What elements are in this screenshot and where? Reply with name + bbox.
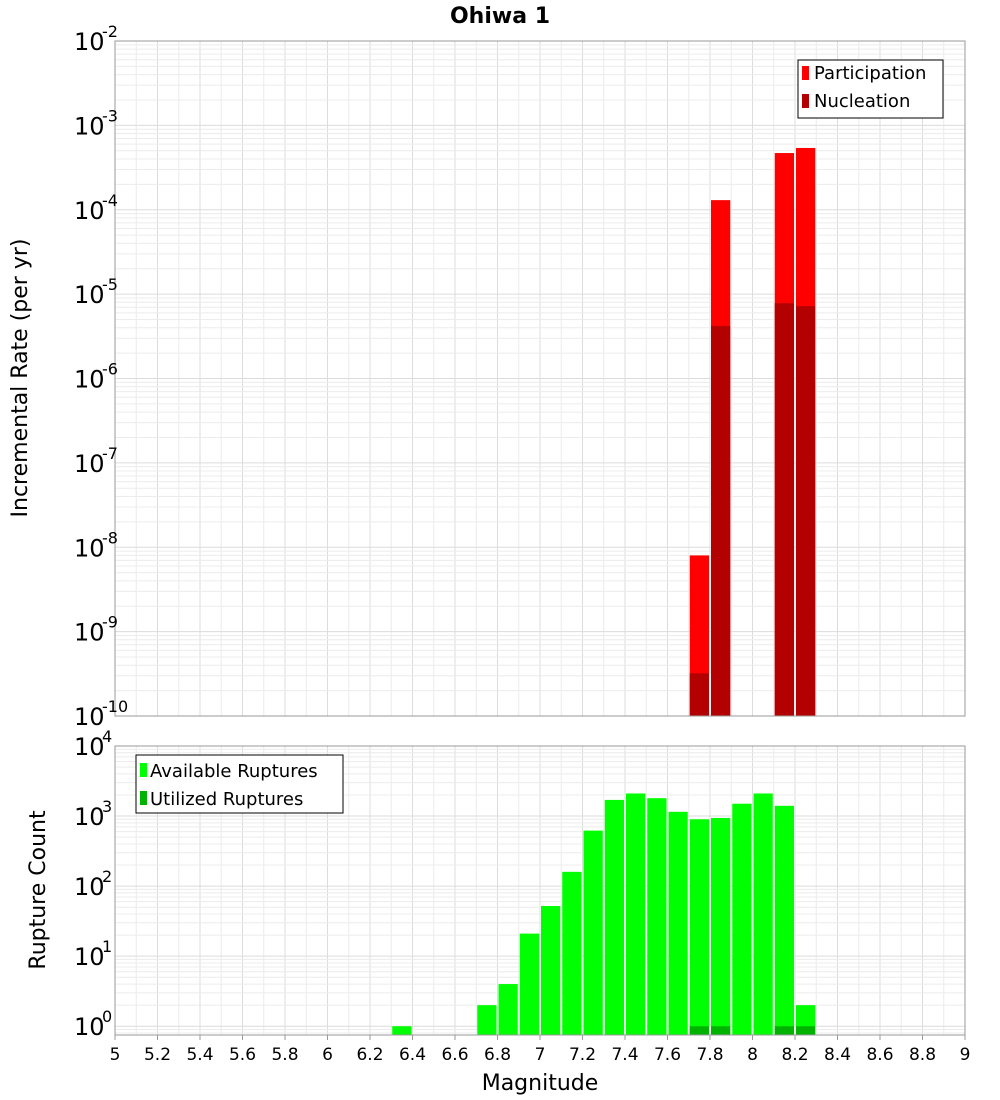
x-tick-label: 7.6 bbox=[654, 1045, 681, 1065]
x-tick-label: 6.6 bbox=[441, 1045, 468, 1065]
bar-utilized-ruptures bbox=[689, 1026, 709, 1035]
bar-available-ruptures bbox=[647, 798, 667, 1035]
bar-available-ruptures bbox=[732, 803, 752, 1035]
y-tick-exponent: -6 bbox=[102, 360, 118, 379]
x-tick-label: 7 bbox=[535, 1045, 546, 1065]
x-tick-label: 9 bbox=[960, 1045, 971, 1065]
y-tick-label: 10 bbox=[74, 281, 105, 309]
rate-legend: Participation Nucleation bbox=[797, 59, 944, 119]
x-tick-label: 6.8 bbox=[484, 1045, 511, 1065]
y-tick-label: 10 bbox=[74, 1013, 105, 1041]
y-tick-exponent: 2 bbox=[102, 867, 112, 886]
x-tick-label: 8.6 bbox=[866, 1045, 893, 1065]
y-tick-label: 10 bbox=[74, 873, 105, 901]
bar-available-ruptures bbox=[668, 811, 688, 1035]
bar-nucleation bbox=[796, 306, 816, 716]
count-legend: Available Ruptures Utilized Ruptures bbox=[135, 754, 344, 814]
y-tick-exponent: 0 bbox=[102, 1007, 112, 1026]
legend-swatch-available-ruptures bbox=[140, 763, 147, 777]
x-tick-label: 8.4 bbox=[824, 1045, 851, 1065]
rate-grid bbox=[114, 40, 966, 717]
bar-available-ruptures bbox=[711, 817, 731, 1035]
x-tick-label: 7.4 bbox=[611, 1045, 638, 1065]
y-tick-exponent: -5 bbox=[102, 275, 118, 294]
legend-swatch-utilized-ruptures bbox=[140, 791, 147, 805]
bar-utilized-ruptures bbox=[796, 1026, 816, 1035]
y-tick-exponent: -9 bbox=[102, 613, 118, 632]
legend-label-utilized-ruptures: Utilized Ruptures bbox=[150, 789, 303, 810]
bar-available-ruptures bbox=[541, 906, 561, 1035]
x-tick-label: 5.4 bbox=[186, 1045, 213, 1065]
bar-available-ruptures bbox=[583, 830, 603, 1035]
rate-y-axis-label: Incremental Rate (per yr) bbox=[8, 239, 33, 518]
y-tick-exponent: -4 bbox=[102, 191, 118, 210]
y-tick-label: 10 bbox=[74, 703, 105, 731]
y-tick-label: 10 bbox=[74, 534, 105, 562]
x-tick-label: 7.2 bbox=[569, 1045, 596, 1065]
y-tick-label: 10 bbox=[74, 733, 105, 761]
x-tick-label: 6.4 bbox=[399, 1045, 426, 1065]
bar-nucleation bbox=[689, 673, 709, 716]
legend-label-nucleation: Nucleation bbox=[814, 91, 910, 112]
x-tick-label: 5.8 bbox=[271, 1045, 298, 1065]
magnitude-x-ticks: 5 5.2 5.4 5.6 5.8 6 6.2 6.4 6.6 6.8 7 7.2 7.4 7.6 7.8 8… bbox=[110, 1035, 971, 1065]
x-axis-label: Magnitude bbox=[482, 1071, 599, 1096]
bar-available-ruptures bbox=[753, 793, 773, 1035]
y-tick-exponent: 3 bbox=[102, 797, 112, 816]
bar-available-ruptures bbox=[498, 984, 518, 1035]
bar-utilized-ruptures bbox=[711, 1026, 731, 1035]
y-tick-label: 10 bbox=[74, 943, 105, 971]
y-tick-label: 10 bbox=[74, 803, 105, 831]
x-tick-label: 8.2 bbox=[781, 1045, 808, 1065]
y-tick-label: 10 bbox=[74, 112, 105, 140]
x-tick-label: 8.8 bbox=[909, 1045, 936, 1065]
legend-label-available-ruptures: Available Ruptures bbox=[150, 761, 318, 782]
x-tick-label: 5 bbox=[110, 1045, 121, 1065]
legend-label-participation: Participation bbox=[814, 63, 926, 84]
y-tick-label: 10 bbox=[74, 28, 105, 56]
legend-swatch-nucleation bbox=[802, 94, 809, 108]
bar-available-ruptures bbox=[689, 819, 709, 1035]
bar-utilized-ruptures bbox=[774, 1026, 794, 1035]
count-y-axis-label: Rupture Count bbox=[26, 810, 51, 970]
count-bars bbox=[392, 793, 816, 1035]
x-tick-label: 6 bbox=[322, 1045, 333, 1065]
legend-swatch-participation bbox=[802, 66, 809, 80]
y-tick-exponent: -2 bbox=[102, 22, 118, 41]
y-tick-exponent: 4 bbox=[102, 727, 112, 746]
bar-available-ruptures bbox=[626, 793, 646, 1035]
bar-available-ruptures bbox=[774, 805, 794, 1035]
y-tick-exponent: -7 bbox=[102, 444, 118, 463]
x-tick-label: 5.6 bbox=[229, 1045, 256, 1065]
y-tick-label: 10 bbox=[74, 619, 105, 647]
rate-legend-box bbox=[797, 59, 944, 119]
x-tick-label: 8 bbox=[747, 1045, 758, 1065]
x-tick-label: 7.8 bbox=[696, 1045, 723, 1065]
y-tick-label: 10 bbox=[74, 366, 105, 394]
bar-available-ruptures bbox=[477, 1005, 497, 1035]
x-tick-label: 6.2 bbox=[356, 1045, 383, 1065]
y-tick-label: 10 bbox=[74, 197, 105, 225]
bar-available-ruptures bbox=[392, 1026, 412, 1035]
y-tick-exponent: -8 bbox=[102, 528, 118, 547]
bar-available-ruptures bbox=[604, 799, 624, 1035]
count-legend-box bbox=[135, 754, 344, 814]
bar-nucleation bbox=[774, 303, 794, 716]
y-tick-exponent: -3 bbox=[102, 106, 118, 125]
y-tick-label: 10 bbox=[74, 450, 105, 478]
bar-nucleation bbox=[711, 325, 731, 716]
x-tick-label: 5.2 bbox=[144, 1045, 171, 1065]
y-tick-exponent: -10 bbox=[102, 697, 128, 716]
bar-available-ruptures bbox=[519, 933, 539, 1035]
rate-bars bbox=[689, 147, 816, 716]
rate-plot-frame bbox=[114, 40, 966, 717]
y-tick-exponent: 1 bbox=[102, 937, 112, 956]
bar-available-ruptures bbox=[562, 871, 582, 1035]
chart-title: Ohiwa 1 bbox=[450, 4, 550, 29]
